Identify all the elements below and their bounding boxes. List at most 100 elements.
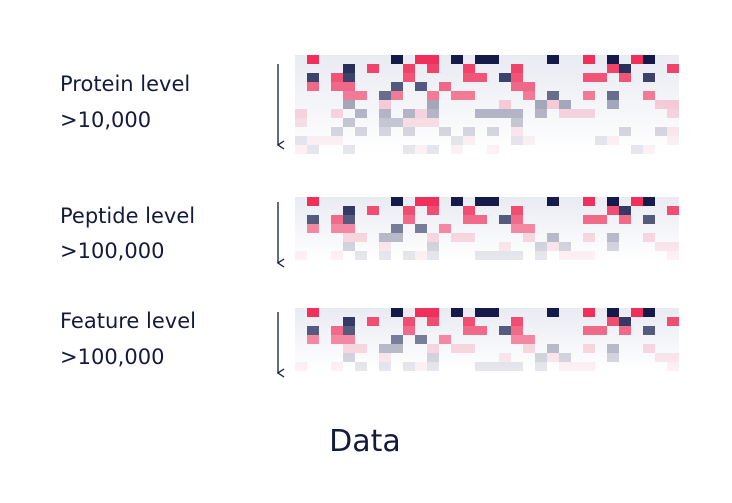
pixel xyxy=(307,145,319,154)
level-count: >100,000 xyxy=(60,345,164,369)
pixel xyxy=(343,73,355,82)
pixel xyxy=(379,362,391,371)
pixel xyxy=(427,55,439,64)
pixel xyxy=(379,251,391,260)
pixel xyxy=(475,215,487,224)
pixel xyxy=(583,55,595,64)
pixel xyxy=(451,136,463,145)
pixel xyxy=(595,215,607,224)
pixel xyxy=(499,251,511,260)
pixel xyxy=(607,197,619,206)
pixel xyxy=(427,233,439,242)
pixel xyxy=(403,145,415,154)
pixel xyxy=(559,362,571,371)
pixel xyxy=(331,73,343,82)
pixel xyxy=(343,317,355,326)
pixel xyxy=(379,127,391,136)
pixel xyxy=(319,136,331,145)
pixel xyxy=(355,127,367,136)
pixel xyxy=(583,362,595,371)
pixel xyxy=(403,317,415,326)
pixel xyxy=(403,118,415,127)
pixel xyxy=(295,362,307,371)
pixel xyxy=(427,251,439,260)
pixel xyxy=(331,82,343,91)
pixel xyxy=(379,109,391,118)
pixel-grids xyxy=(295,55,679,371)
pixel xyxy=(427,344,439,353)
pixel xyxy=(643,344,655,353)
pixel xyxy=(367,317,379,326)
pixel xyxy=(619,206,631,215)
pixel xyxy=(667,64,679,73)
pixel xyxy=(295,251,307,260)
pixel xyxy=(307,136,319,145)
pixel xyxy=(535,100,547,109)
pixel xyxy=(379,118,391,127)
pixel xyxy=(331,215,343,224)
pixel xyxy=(655,353,667,362)
pixel xyxy=(403,64,415,73)
pixel xyxy=(463,127,475,136)
pixel xyxy=(343,206,355,215)
pixel xyxy=(463,317,475,326)
pixel xyxy=(643,197,655,206)
pixel xyxy=(607,242,619,251)
pixel xyxy=(547,91,559,100)
pixel xyxy=(427,145,439,154)
pixel xyxy=(391,197,403,206)
pixel xyxy=(451,197,463,206)
pixel xyxy=(451,145,463,154)
pixel xyxy=(487,145,499,154)
pixel xyxy=(523,82,535,91)
pixel xyxy=(499,353,511,362)
pixel xyxy=(523,335,535,344)
level-count: >100,000 xyxy=(60,239,164,263)
pixel xyxy=(655,100,667,109)
pixel xyxy=(331,362,343,371)
pixel xyxy=(295,136,307,145)
pixel xyxy=(439,82,451,91)
pixel xyxy=(499,362,511,371)
pixel xyxy=(415,224,427,233)
pixel xyxy=(391,118,403,127)
level-label: Peptide level xyxy=(60,204,195,228)
pixel xyxy=(643,73,655,82)
pixel xyxy=(667,109,679,118)
pixel xyxy=(379,353,391,362)
pixel xyxy=(427,362,439,371)
pixel xyxy=(583,109,595,118)
pixel xyxy=(511,215,523,224)
pixel xyxy=(655,242,667,251)
pixel xyxy=(403,73,415,82)
pixel xyxy=(511,317,523,326)
pixel xyxy=(463,326,475,335)
pixel xyxy=(583,215,595,224)
pixel xyxy=(427,317,439,326)
pixel xyxy=(475,197,487,206)
pixel xyxy=(619,73,631,82)
pixel xyxy=(415,118,427,127)
pixel xyxy=(667,127,679,136)
pixel xyxy=(559,242,571,251)
pixel xyxy=(619,215,631,224)
pixel xyxy=(583,233,595,242)
pixel xyxy=(343,82,355,91)
pixel xyxy=(511,82,523,91)
pixel xyxy=(511,335,523,344)
pixel xyxy=(331,109,343,118)
pixel xyxy=(523,344,535,353)
level-label: Protein level xyxy=(60,72,190,96)
pixel xyxy=(619,64,631,73)
pixel xyxy=(619,317,631,326)
pixel xyxy=(343,145,355,154)
pixel xyxy=(463,215,475,224)
pixel xyxy=(391,55,403,64)
pixel xyxy=(463,136,475,145)
pixel xyxy=(331,127,343,136)
pixel xyxy=(403,206,415,215)
pixel xyxy=(511,326,523,335)
pixel xyxy=(403,326,415,335)
pixel xyxy=(463,91,475,100)
